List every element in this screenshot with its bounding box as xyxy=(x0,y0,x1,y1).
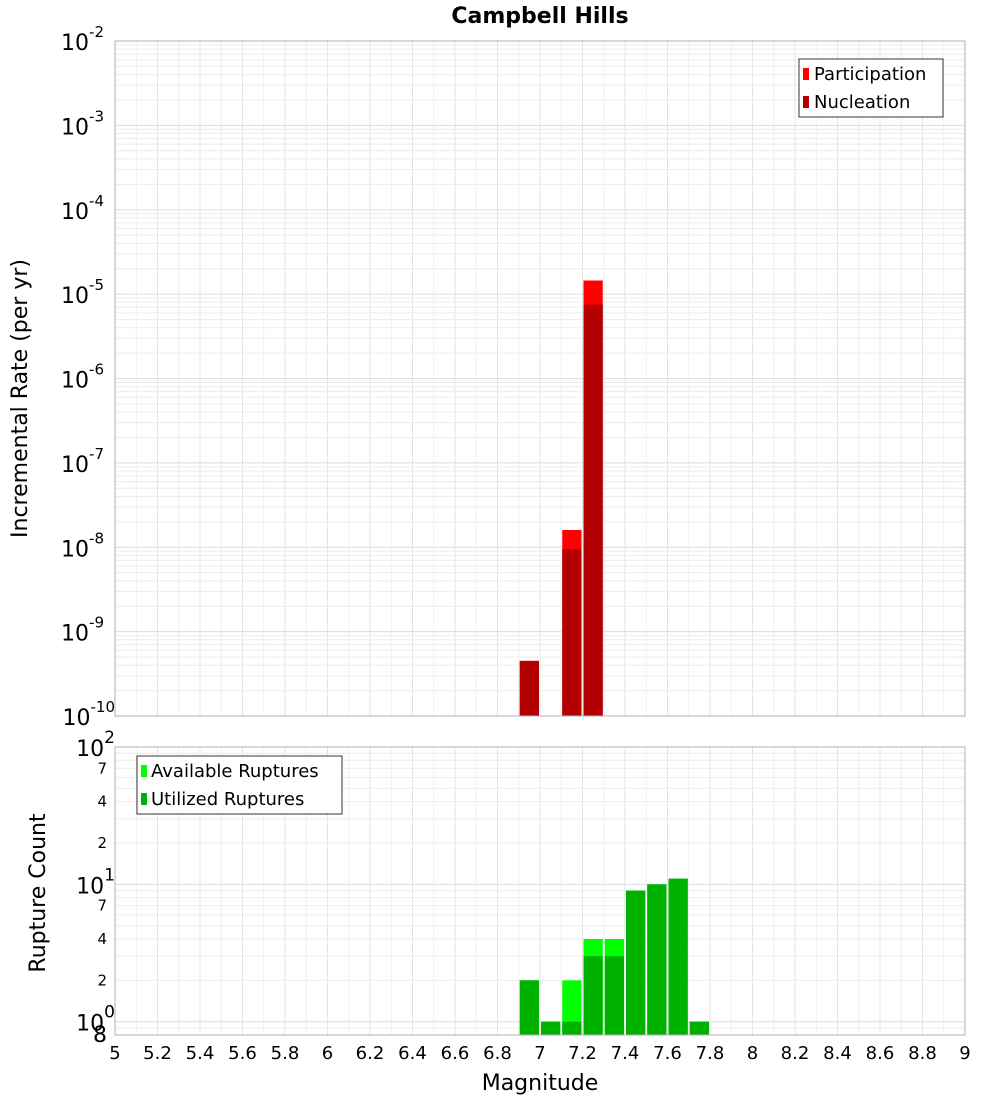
utilized-ruptures-bar xyxy=(562,1021,582,1035)
top-y-tick-label: 10-7 xyxy=(61,445,104,478)
bottom-y-tick-label-base: 10 xyxy=(76,737,104,762)
bottom-y-min-label: 8 xyxy=(93,1023,107,1048)
x-tick-label: 6.4 xyxy=(398,1043,427,1064)
x-tick-label: 9 xyxy=(959,1043,970,1064)
x-tick-label: 7.4 xyxy=(611,1043,640,1064)
available-ruptures-bar xyxy=(562,980,582,1035)
top-y-tick-label-exponent: -2 xyxy=(89,23,104,41)
utilized-ruptures-bar xyxy=(604,956,624,1035)
top-y-tick-label-exponent: -10 xyxy=(91,698,116,716)
top-y-tick-label-base: 10 xyxy=(61,537,89,562)
bottom-y-tick-label-exponent: 1 xyxy=(104,865,115,885)
x-tick-label: 8 xyxy=(747,1043,758,1064)
top-y-axis-title: Incremental Rate (per yr) xyxy=(8,259,33,538)
top-y-tick-label-exponent: -3 xyxy=(89,107,104,125)
top-y-tick-label-exponent: -9 xyxy=(89,614,104,632)
bottom-plot-border xyxy=(114,746,966,1036)
utilized-ruptures-legend-swatch xyxy=(141,793,147,805)
x-tick-label: 7.2 xyxy=(568,1043,597,1064)
x-tick-label: 6.2 xyxy=(356,1043,385,1064)
top-y-tick-label: 10-6 xyxy=(61,361,104,394)
available-ruptures-legend-swatch xyxy=(141,765,147,777)
bottom-y-minor-tick-label: 7 xyxy=(97,897,107,915)
x-tick-label: 7.6 xyxy=(653,1043,682,1064)
top-y-tick-label-base: 10 xyxy=(61,115,89,140)
nucleation-legend-swatch xyxy=(803,96,809,108)
x-tick-label: 6 xyxy=(322,1043,333,1064)
x-tick-label: 5.2 xyxy=(143,1043,172,1064)
bottom-y-tick-label-base: 10 xyxy=(76,874,104,899)
participation-legend-swatch xyxy=(803,68,809,80)
bottom-y-tick-label: 102 xyxy=(76,728,115,762)
x-axis-title: Magnitude xyxy=(482,1071,599,1096)
bottom-y-tick-label-exponent: 0 xyxy=(104,1003,115,1023)
top-y-tick-label-exponent: -4 xyxy=(89,192,104,210)
bottom-y-minor-tick-label: 2 xyxy=(97,834,107,852)
x-tick-label: 8.8 xyxy=(908,1043,937,1064)
x-tick-label: 5 xyxy=(109,1043,120,1064)
x-tick-label: 6.8 xyxy=(483,1043,512,1064)
bottom-y-tick-label: 101 xyxy=(76,865,115,899)
x-tick-label: 8.4 xyxy=(823,1043,852,1064)
x-tick-label: 8.6 xyxy=(866,1043,895,1064)
x-tick-label: 5.6 xyxy=(228,1043,257,1064)
top-legend-box xyxy=(798,58,944,118)
bottom-y-minor-tick-label: 4 xyxy=(97,930,107,948)
top-y-tick-label-exponent: -6 xyxy=(89,361,104,379)
top-y-tick-label-base: 10 xyxy=(61,31,89,56)
top-y-tick-label: 10-2 xyxy=(61,23,104,56)
x-tick-label: 8.2 xyxy=(781,1043,810,1064)
utilized-ruptures-legend-label: Utilized Ruptures xyxy=(151,789,304,810)
nucleation-bar xyxy=(583,304,603,716)
available-ruptures-legend-label: Available Ruptures xyxy=(151,761,319,782)
top-y-tick-label: 10-9 xyxy=(61,614,104,647)
utilized-ruptures-bar xyxy=(626,890,646,1035)
nucleation-bar xyxy=(519,660,539,716)
top-plot-border xyxy=(114,40,966,717)
x-tick-label: 5.4 xyxy=(186,1043,215,1064)
x-tick-label: 7.8 xyxy=(696,1043,725,1064)
x-tick-label: 5.8 xyxy=(271,1043,300,1064)
utilized-ruptures-bar xyxy=(647,884,667,1035)
utilized-ruptures-bar xyxy=(668,878,688,1035)
bottom-y-tick-label-base: 10 xyxy=(76,1012,104,1037)
bottom-y-minor-tick-label: 4 xyxy=(97,793,107,811)
top-y-tick-label-exponent: -5 xyxy=(89,276,104,294)
bottom-y-tick-label-exponent: 2 xyxy=(104,728,115,748)
top-y-tick-label-base: 10 xyxy=(63,706,91,731)
nucleation-bar xyxy=(562,549,582,716)
utilized-ruptures-bar xyxy=(689,1021,709,1035)
top-y-tick-label-base: 10 xyxy=(61,369,89,394)
bottom-y-axis-title: Rupture Count xyxy=(26,813,51,973)
bottom-y-tick-label: 100 xyxy=(76,1003,115,1037)
top-y-tick-label: 10-4 xyxy=(61,192,104,225)
utilized-ruptures-bar xyxy=(519,980,539,1035)
top-y-tick-label-base: 10 xyxy=(61,284,89,309)
chart-title: Campbell Hills xyxy=(451,4,628,29)
top-y-tick-label-base: 10 xyxy=(61,453,89,478)
x-tick-label: 6.6 xyxy=(441,1043,470,1064)
bottom-legend-box xyxy=(136,755,343,815)
nucleation-legend-label: Nucleation xyxy=(814,92,910,113)
top-y-tick-label-base: 10 xyxy=(61,622,89,647)
x-tick-label: 7 xyxy=(534,1043,545,1064)
bottom-y-minor-tick-label: 2 xyxy=(97,971,107,989)
top-y-tick-label: 10-5 xyxy=(61,276,104,309)
utilized-ruptures-bar xyxy=(541,1021,561,1035)
top-y-tick-label: 10-8 xyxy=(61,529,104,562)
top-y-tick-label: 10-3 xyxy=(61,107,104,140)
top-y-tick-label-base: 10 xyxy=(61,200,89,225)
top-y-tick-label-exponent: -7 xyxy=(89,445,104,463)
top-y-tick-label-exponent: -8 xyxy=(89,529,104,547)
participation-legend-label: Participation xyxy=(814,64,926,85)
bottom-y-minor-tick-label: 7 xyxy=(97,759,107,777)
utilized-ruptures-bar xyxy=(583,956,603,1035)
top-y-tick-label: 10-10 xyxy=(63,698,116,731)
